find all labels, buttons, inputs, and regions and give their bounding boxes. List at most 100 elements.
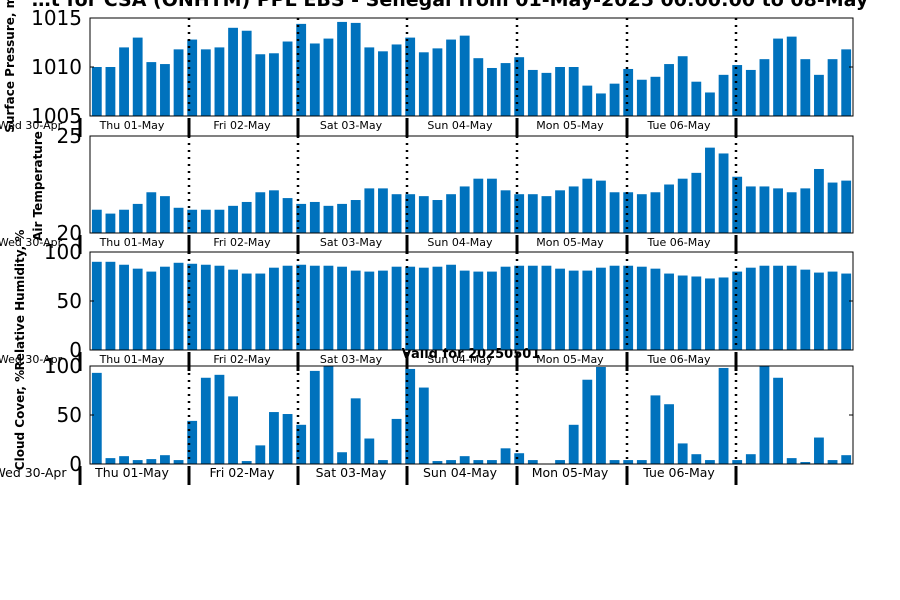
x-tick-label: Sat 03-May [320, 353, 383, 366]
bar [350, 22, 361, 116]
bar [650, 76, 661, 116]
bar [269, 190, 279, 233]
bar [418, 267, 429, 350]
bar [296, 23, 307, 117]
bar [555, 67, 565, 116]
bar [650, 395, 661, 464]
bar [105, 458, 116, 464]
bar [473, 460, 484, 464]
bar [623, 192, 634, 233]
bar [555, 460, 565, 464]
bar [500, 63, 511, 116]
y-tick-label: 50 [57, 289, 82, 313]
x-tick-label: Fri 02-May [213, 353, 271, 366]
bar [228, 396, 238, 464]
bar [364, 188, 375, 233]
bar [160, 266, 170, 350]
bar [187, 209, 198, 233]
bar [241, 461, 252, 464]
bar [827, 182, 838, 233]
bar [596, 93, 606, 116]
bar [173, 207, 184, 233]
bar [677, 178, 688, 233]
bar [200, 264, 211, 350]
x-tick-label: Mon 05-May [532, 465, 609, 480]
bar [241, 273, 252, 350]
x-tick-label: Thu 01-May [99, 119, 165, 132]
bar [609, 265, 620, 350]
x-tick-label: Wed 30-Apr [0, 236, 63, 249]
bar [541, 265, 552, 350]
bar [378, 460, 388, 464]
bar [323, 38, 334, 116]
bar [636, 79, 647, 116]
bar [718, 277, 729, 350]
bar [732, 460, 743, 464]
bar [623, 68, 634, 116]
bar [418, 52, 429, 116]
bar [514, 57, 525, 116]
bar [432, 200, 443, 233]
x-tick-label: Sun 04-May [427, 353, 493, 366]
bar [405, 368, 416, 464]
bar [309, 370, 320, 464]
bar [814, 168, 824, 233]
bar [814, 74, 824, 116]
bar [664, 404, 674, 464]
bar [459, 186, 470, 233]
bar [187, 263, 198, 350]
bar [500, 266, 511, 350]
bar [527, 460, 538, 464]
bar [269, 412, 279, 464]
bar [596, 180, 606, 233]
bar [514, 453, 525, 464]
bar [814, 437, 824, 464]
bar [350, 200, 361, 233]
bar [132, 203, 143, 233]
bar [418, 387, 429, 464]
bar [732, 271, 743, 350]
bar [364, 271, 375, 350]
bar [568, 270, 579, 350]
panel-4: Wed 30-Apr Thu 01-May Fri 02-May Sat 03-May… [0, 354, 854, 485]
bar [146, 459, 157, 464]
bar [255, 54, 266, 116]
bar [105, 67, 116, 116]
bar [841, 273, 852, 350]
bar [705, 147, 715, 233]
x-tick-label: Fri 02-May [209, 465, 275, 480]
y-axis-label: Cloud Cover, % [13, 370, 27, 470]
y-tick-label: 25 [57, 124, 82, 148]
bar [596, 366, 606, 464]
bar [527, 265, 538, 350]
bar [364, 438, 375, 464]
bar [214, 265, 225, 350]
bar [228, 27, 238, 116]
bar [309, 265, 320, 350]
x-tick-label: Tue 06-May [642, 465, 715, 480]
bar [132, 37, 143, 116]
bar [405, 194, 416, 233]
bar [568, 67, 579, 116]
y-tick-label: 50 [57, 403, 82, 427]
bar [759, 186, 770, 233]
bar [691, 172, 702, 233]
bar [705, 92, 715, 116]
bar [132, 460, 143, 464]
bar [582, 379, 593, 464]
bar [691, 276, 702, 350]
bar [350, 398, 361, 464]
bar [636, 194, 647, 233]
x-tick-label: Sat 03-May [316, 465, 387, 480]
bar [473, 58, 484, 116]
bar [705, 278, 715, 350]
bar [759, 59, 770, 116]
bar [91, 67, 102, 116]
bar [800, 462, 811, 464]
x-tick-label: Tue 06-May [647, 236, 711, 249]
bar [160, 455, 170, 464]
bar [296, 424, 307, 464]
bar [541, 72, 552, 116]
y-axis-label: Relative Humidity, % [13, 230, 27, 371]
bar [745, 186, 756, 233]
